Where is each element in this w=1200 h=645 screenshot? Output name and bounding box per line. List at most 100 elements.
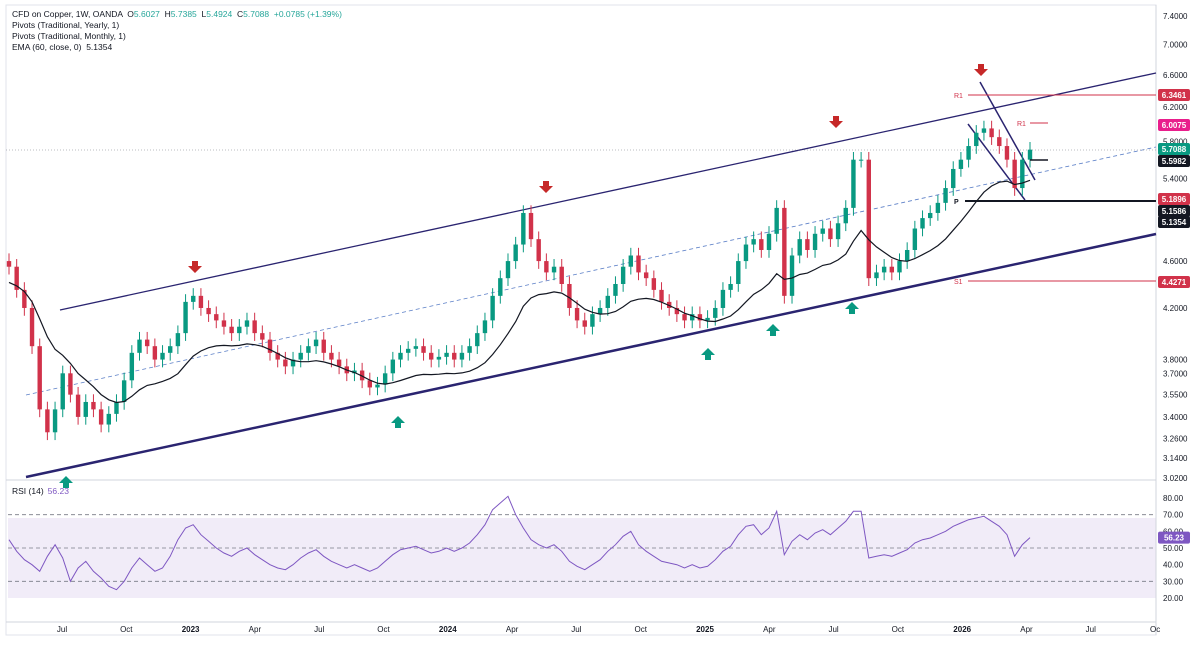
candle-body (359, 370, 365, 381)
candle-body (782, 207, 787, 296)
price-badge-label: 4.4271 (1162, 278, 1187, 287)
candle-body (329, 352, 334, 360)
candle-body (214, 314, 219, 321)
candle-body (267, 339, 273, 353)
price-badge (1158, 193, 1190, 205)
close-label: C (236, 9, 244, 19)
legend-pivots-monthly[interactable]: Pivots (Traditional, Monthly, 1) (12, 31, 126, 41)
candle-body (551, 266, 557, 273)
rsi-tick-label: 50.00 (1163, 544, 1184, 553)
legend-pivots-yearly[interactable]: Pivots (Traditional, Yearly, 1) (12, 20, 120, 30)
rsi-tick-label: 80.00 (1163, 494, 1184, 503)
candle-body (989, 128, 994, 138)
high-label: H (164, 9, 171, 19)
price-badge (1158, 216, 1190, 228)
candle-body (866, 159, 871, 279)
candle-body (60, 373, 65, 410)
candle-body (22, 289, 27, 308)
candle-body (720, 289, 726, 308)
candle-body (6, 261, 12, 267)
candle-body (759, 239, 764, 250)
time-tick-label: Oct (377, 625, 390, 634)
candle-body (536, 239, 541, 262)
candle-body (682, 314, 687, 321)
symbol-label: CFD on Copper, 1W, OANDA (12, 9, 123, 19)
rsi-line (8, 495, 1031, 591)
pivot-label: P (954, 199, 959, 206)
candle-body (928, 212, 933, 219)
price-badge (1158, 155, 1190, 167)
price-badge-label: 6.0075 (1162, 121, 1187, 130)
time-tick-label: Oct (120, 625, 133, 634)
time-tick-label: 2024 (439, 625, 457, 634)
price-tick-label: 3.7000 (1163, 369, 1188, 378)
candle-body (559, 266, 564, 284)
candle-body (820, 228, 825, 234)
price-badge-label: 5.1896 (1162, 195, 1187, 204)
candle-body (582, 320, 587, 327)
candle-body (306, 346, 311, 353)
candle-body (743, 244, 749, 262)
candle-body (382, 373, 388, 385)
candle-body (513, 244, 518, 262)
candle-body (1012, 159, 1017, 189)
candle-body (129, 352, 135, 381)
low-value: 5.4924 (206, 9, 233, 19)
change-value: +0.0785 (+1.39%) (273, 9, 342, 19)
candle-body (14, 266, 19, 290)
rsi-tick-label: 40.00 (1163, 561, 1184, 570)
candle-body (766, 233, 772, 250)
channel-upper-line (59, 72, 1157, 311)
price-tick-label: 3.8000 (1163, 356, 1188, 365)
candle-body (651, 278, 657, 290)
candle-body (904, 249, 910, 262)
candle-body (1020, 159, 1025, 189)
candle-body (398, 352, 403, 360)
time-tick-label: Jul (1086, 625, 1096, 634)
arrow-up-icon (845, 302, 859, 314)
rsi-legend[interactable]: RSI (14) 56.23 (12, 486, 69, 496)
candle-body (405, 348, 411, 353)
candle-body (452, 352, 457, 360)
ema-label: EMA (60, close, 0) (12, 42, 82, 52)
candle-body (52, 409, 58, 433)
candle-body (106, 413, 111, 425)
candle-body (812, 233, 818, 250)
rsi-band (8, 518, 1156, 598)
candle-body (705, 317, 710, 321)
candle-body (897, 261, 902, 273)
price-tick-label: 7.0000 (1163, 41, 1188, 50)
candle-body (83, 401, 88, 417)
candle-body (851, 159, 856, 208)
candle-body (521, 212, 526, 245)
candle-body (390, 359, 396, 374)
price-badge (1158, 276, 1190, 288)
time-tick-label: 2026 (953, 625, 971, 634)
legend-ema[interactable]: EMA (60, close, 0) 5.1354 (12, 42, 342, 53)
arrow-down-icon (829, 116, 843, 128)
candle-body (544, 261, 549, 273)
candle-body (206, 307, 211, 315)
candle-body (191, 295, 196, 302)
wedge-upper-line (979, 81, 1036, 181)
arrow-up-icon (766, 324, 780, 336)
candle-body (690, 314, 695, 321)
candle-body (858, 159, 864, 161)
candle-body (413, 346, 419, 349)
candle-body (958, 159, 964, 169)
low-label: L (201, 9, 207, 19)
price-tick-label: 7.4000 (1163, 12, 1188, 21)
candle-body (620, 266, 626, 284)
candle-body (974, 132, 979, 147)
candle-body (597, 307, 603, 315)
candle-body (183, 301, 188, 334)
candle-body (160, 352, 165, 360)
pivot-label: R1 (1017, 121, 1026, 128)
candle-body (659, 289, 664, 302)
price-badge (1158, 205, 1190, 217)
candle-body (436, 356, 442, 360)
channel-lower-line (25, 232, 1157, 479)
price-tick-label: 6.6000 (1163, 71, 1188, 80)
candle-body (467, 346, 472, 353)
